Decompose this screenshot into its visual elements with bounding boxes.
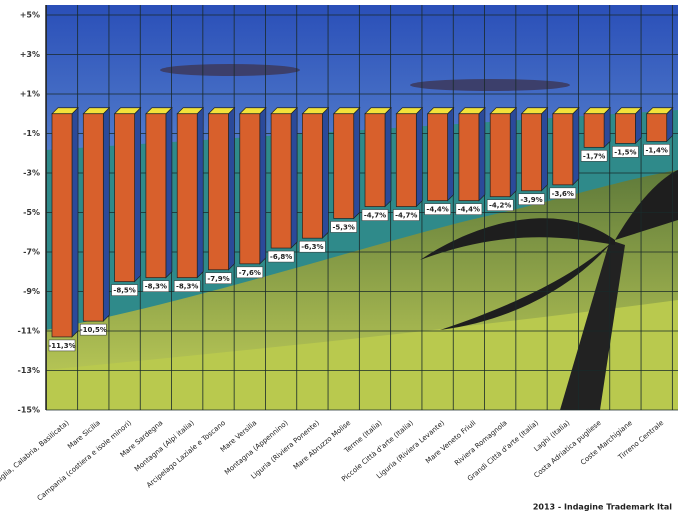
bar [646,113,668,142]
value-label-box [299,240,326,253]
value-label-box [486,199,514,211]
bar [458,113,480,202]
value-label-box [111,284,138,296]
value-label-box [455,203,483,215]
bar [333,113,355,219]
value-label: -6,8% [270,253,292,261]
value-label: -5,3% [333,223,355,231]
value-label-box [48,339,76,352]
bar [145,113,167,279]
value-label-box [361,209,389,221]
value-label: -8,5% [113,287,135,295]
bar [615,113,636,144]
value-label-box [236,266,264,279]
bar-side [196,106,204,279]
bar [176,113,198,279]
y-tick-label: -7% [23,248,40,257]
value-label: -11,3% [48,342,75,350]
value-label: -6,3% [301,243,323,251]
bar-side [572,106,580,186]
value-label-box [142,280,170,292]
value-label: -3,6% [552,190,574,198]
value-label-box [80,323,107,336]
bar [208,113,229,271]
bar [82,113,104,322]
x-tick-label: Mare Abruzzo Molise [292,419,352,472]
value-label: -8,3% [145,283,167,291]
y-tick-label: +1% [20,90,40,99]
background [46,5,678,410]
bar-side [415,106,423,208]
y-tick-label: -3% [23,169,40,178]
x-tick-label: Montagna (Alpi italia) [133,419,196,474]
bar-side [71,106,79,338]
bar-side [603,106,611,149]
value-label: -8,3% [176,283,198,291]
value-label: -7,6% [239,269,261,277]
bar-side [353,106,361,220]
bar [51,113,73,338]
value-label: -1,7% [583,152,605,160]
x-tick-label: Riviera Romagnola [453,419,509,468]
bar-side [541,106,548,192]
value-label-box [643,144,670,156]
value-label-box [393,209,420,221]
bar [521,113,542,192]
value-label: -10,5% [80,326,107,334]
value-label-box [518,193,545,206]
y-tick-label: +3% [20,50,40,59]
value-label-box [205,272,232,285]
value-label-box [267,250,295,263]
value-label: -1,5% [614,148,636,156]
bar [552,113,574,186]
bar-side [134,106,141,283]
bar-side [228,106,235,271]
bar [114,113,135,282]
bar-side [102,106,110,322]
value-label: -4,7% [395,212,417,220]
x-tick-label: Costa Ionica (Puglia, Calabria, Basilica… [0,419,71,517]
bar-side [290,106,298,249]
bar [395,113,417,207]
value-label-box [580,150,608,162]
source: 2013 - Indagine Trademark Ital [533,503,672,512]
value-label: -3,9% [520,196,542,204]
y-tick-label: +5% [20,11,40,20]
y-tick-label: -13% [18,366,40,375]
value-label-box [612,146,639,158]
value-label-box [173,280,201,292]
bar [583,113,605,148]
y-tick-label: -1% [23,129,40,138]
bar-side [509,106,517,198]
bar [427,113,448,202]
value-label: -4,4% [458,206,480,214]
x-tick-label: Coste Marchigiane [579,419,634,467]
bar [364,113,386,207]
value-label-box [330,221,357,233]
y-tick-label: -11% [18,327,40,336]
bar [302,113,323,239]
value-label-box [549,187,577,200]
bar-side [384,106,392,208]
y-tick-label: -15% [18,406,40,415]
value-label: -7,9% [207,275,229,283]
y-tick-label: -9% [23,287,40,296]
value-label-box [424,203,451,215]
value-label: -1,4% [646,146,668,154]
bar-side [259,106,267,265]
bar [489,113,511,198]
y-tick-label: -5% [23,208,40,217]
bar-side [447,106,454,202]
bar [239,113,261,265]
bar-side [478,106,486,202]
value-label: -4,2% [489,202,511,210]
value-label: -4,7% [364,212,386,220]
bar [270,113,292,249]
bar-side [165,106,173,279]
value-label: -4,4% [426,206,448,214]
bar-side [322,106,329,240]
